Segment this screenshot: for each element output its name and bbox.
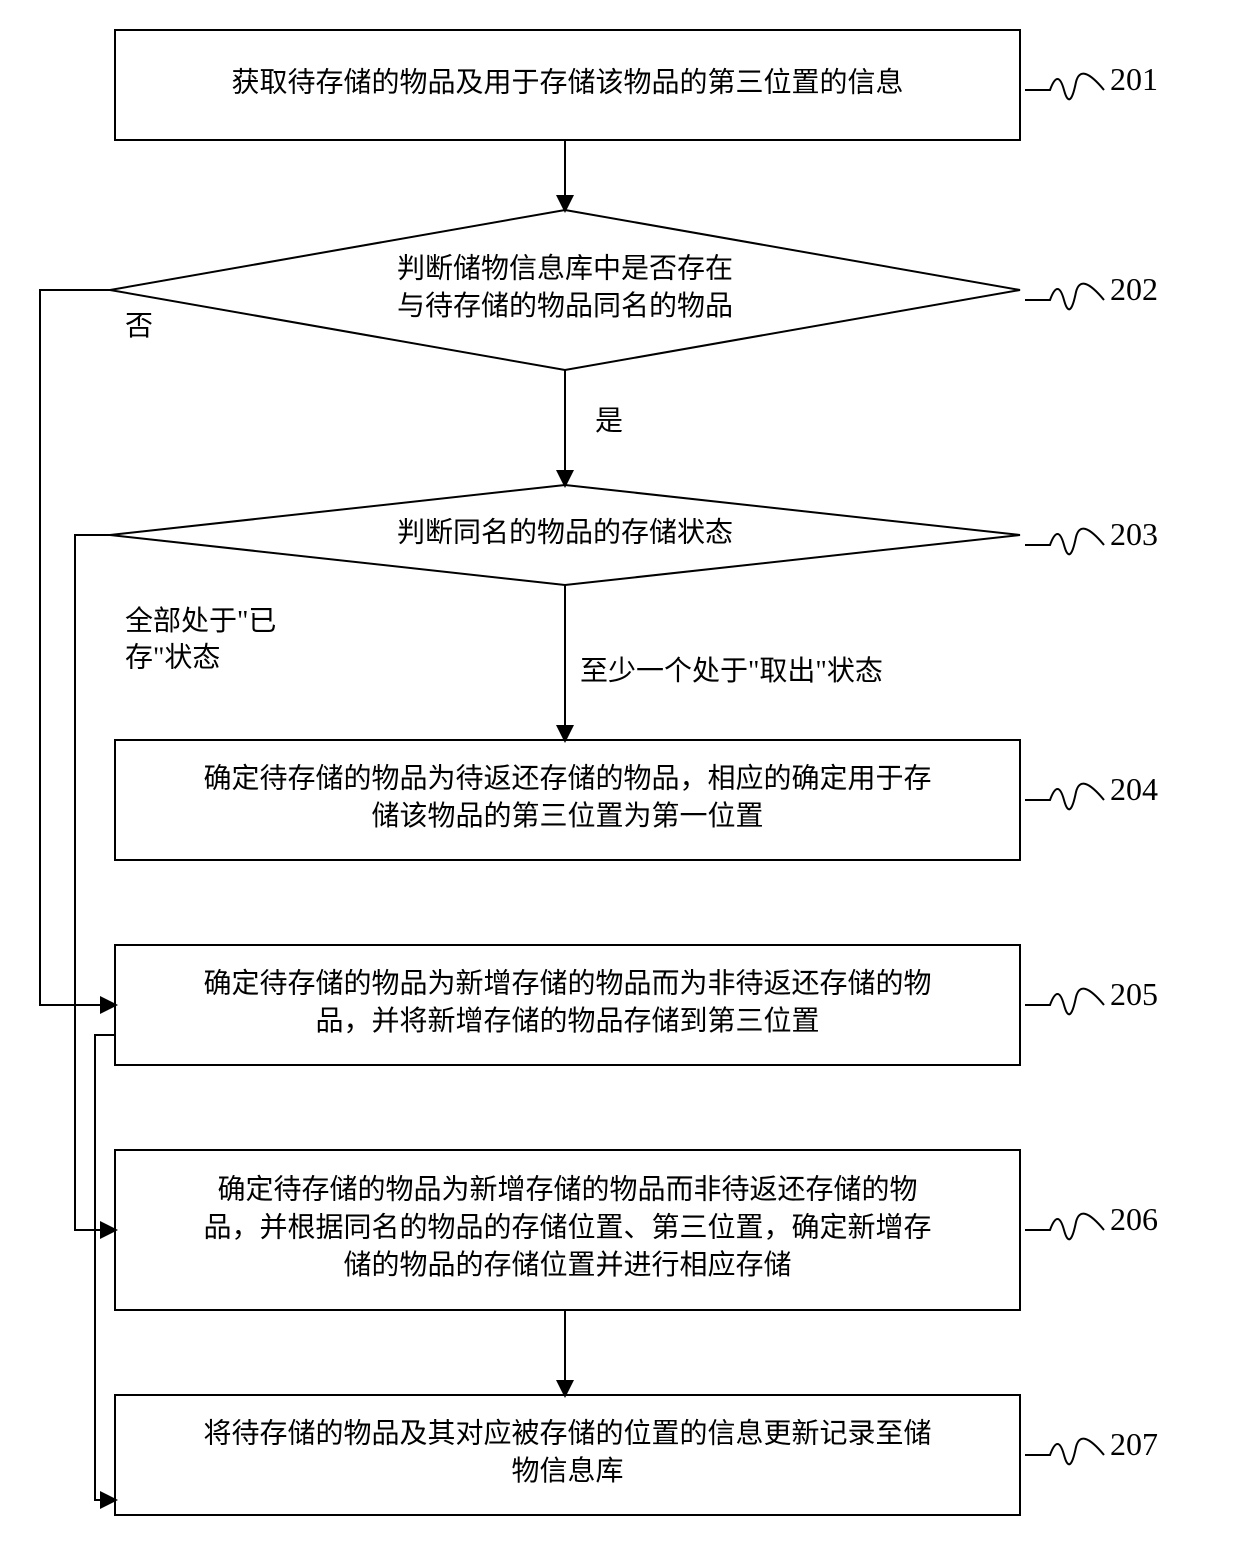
svg-text:确定待存储的物品为新增存储的物品而为非待返还存储的物: 确定待存储的物品为新增存储的物品而为非待返还存储的物 xyxy=(203,967,931,999)
svg-text:确定待存储的物品为新增存储的物品而非待返还存储的物: 确定待存储的物品为新增存储的物品而非待返还存储的物 xyxy=(217,1174,917,1206)
svg-text:判断储物信息库中是否存在: 判断储物信息库中是否存在 xyxy=(397,252,733,284)
step-number: 206 xyxy=(1110,1201,1158,1237)
squiggle-connector xyxy=(1025,1214,1104,1240)
edge-label: 存"状态 xyxy=(125,641,220,673)
svg-text:确定待存储的物品为待返还存储的物品，相应的确定用于存: 确定待存储的物品为待返还存储的物品，相应的确定用于存 xyxy=(203,762,931,794)
squiggle-connector xyxy=(1025,529,1104,555)
squiggle-connector xyxy=(1025,784,1104,810)
flow-edge xyxy=(95,1035,115,1500)
svg-text:物信息库: 物信息库 xyxy=(511,1455,623,1487)
svg-text:将待存储的物品及其对应被存储的位置的信息更新记录至储: 将待存储的物品及其对应被存储的位置的信息更新记录至储 xyxy=(203,1417,931,1449)
step-number: 203 xyxy=(1110,516,1158,552)
flow-process-n207 xyxy=(115,1395,1020,1515)
svg-text:品，并将新增存储的物品存储到第三位置: 品，并将新增存储的物品存储到第三位置 xyxy=(315,1005,819,1037)
squiggle-connector xyxy=(1025,284,1104,310)
step-number: 201 xyxy=(1110,61,1158,97)
flow-process-n204 xyxy=(115,740,1020,860)
edge-label: 是 xyxy=(595,406,623,437)
step-number: 207 xyxy=(1110,1426,1158,1462)
svg-text:储该物品的第三位置为第一位置: 储该物品的第三位置为第一位置 xyxy=(371,800,763,832)
svg-text:品，并根据同名的物品的存储位置、第三位置，确定新增存: 品，并根据同名的物品的存储位置、第三位置，确定新增存 xyxy=(203,1211,931,1243)
step-number: 205 xyxy=(1110,976,1158,1012)
svg-text:与待存储的物品同名的物品: 与待存储的物品同名的物品 xyxy=(397,290,733,322)
edge-label: 全部处于"已 xyxy=(125,605,276,637)
svg-text:获取待存储的物品及用于存储该物品的第三位置的信息: 获取待存储的物品及用于存储该物品的第三位置的信息 xyxy=(231,66,903,98)
step-number: 204 xyxy=(1110,771,1158,807)
svg-text:储的物品的存储位置并进行相应存储: 储的物品的存储位置并进行相应存储 xyxy=(343,1249,791,1281)
squiggle-connector xyxy=(1025,989,1104,1015)
flow-process-n205 xyxy=(115,945,1020,1065)
svg-text:判断同名的物品的存储状态: 判断同名的物品的存储状态 xyxy=(397,516,733,548)
squiggle-connector xyxy=(1025,74,1104,100)
step-number: 202 xyxy=(1110,271,1158,307)
flow-edge xyxy=(40,290,115,1005)
edge-label: 否 xyxy=(125,311,153,342)
flowchart-diagram: 获取待存储的物品及用于存储该物品的第三位置的信息 201 判断储物信息库中是否存在与… xyxy=(0,0,1240,1563)
squiggle-connector xyxy=(1025,1439,1104,1465)
edge-label: 至少一个处于"取出"状态 xyxy=(580,655,883,687)
flow-decision-n202 xyxy=(110,210,1020,370)
